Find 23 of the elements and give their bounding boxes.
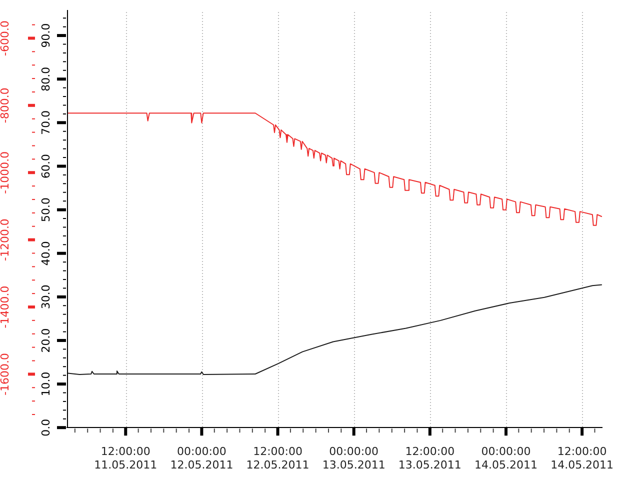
x-tick-label: 12:00:00 13.05.2011 xyxy=(398,445,462,472)
x-tick-label: 12:00:00 11.05.2011 xyxy=(94,445,158,472)
y2-tick-label: -1600.0 xyxy=(0,352,12,396)
y-tick-label: 90.0 xyxy=(40,23,53,48)
x-tick-label: 00:00:00 12.05.2011 xyxy=(170,445,234,472)
y-tick-label: 60.0 xyxy=(40,154,53,178)
y-tick-label: 0.0 xyxy=(40,418,53,436)
x-tick-label: 00:00:00 14.05.2011 xyxy=(474,445,538,472)
y2-tick-label: -800.0 xyxy=(0,88,12,124)
y-tick-label: 20.0 xyxy=(40,328,53,353)
y-tick-label: 50.0 xyxy=(40,198,53,222)
y-tick-label: 70.0 xyxy=(40,110,53,135)
y2-tick-label: -600.0 xyxy=(0,20,12,56)
y-tick-label: 10.0 xyxy=(40,372,53,396)
x-tick-label: 00:00:00 13.05.2011 xyxy=(322,445,386,472)
x-tick-label: 12:00:00 14.05.2011 xyxy=(550,445,614,472)
y2-tick-label: -1200.0 xyxy=(0,218,12,262)
x-tick-label: 12:00:00 12.05.2011 xyxy=(246,445,310,472)
y-tick-label: 40.0 xyxy=(40,241,53,266)
y-tick-label: 80.0 xyxy=(40,66,53,92)
y-tick-label: 30.0 xyxy=(40,284,53,310)
y2-tick-label: -1400.0 xyxy=(0,286,12,328)
y2-tick-label: -1000.0 xyxy=(0,151,12,194)
